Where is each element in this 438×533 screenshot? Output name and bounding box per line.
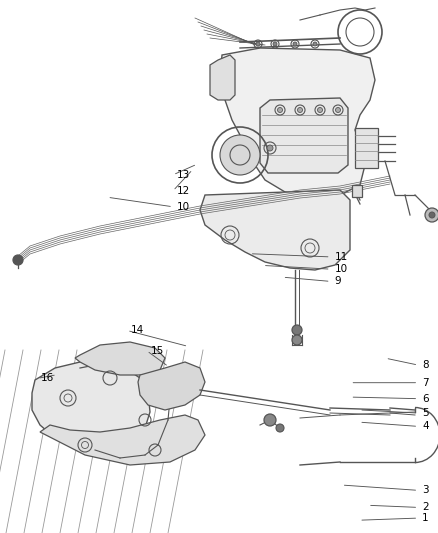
Circle shape	[318, 108, 322, 112]
Polygon shape	[138, 362, 205, 410]
Text: 2: 2	[422, 503, 429, 512]
Circle shape	[220, 135, 260, 175]
Circle shape	[264, 414, 276, 426]
Text: 15: 15	[151, 346, 164, 356]
Circle shape	[267, 145, 273, 151]
Text: 12: 12	[177, 186, 190, 196]
Circle shape	[297, 108, 303, 112]
Text: 4: 4	[422, 422, 429, 431]
Text: 8: 8	[422, 360, 429, 370]
Text: 3: 3	[422, 486, 429, 495]
Circle shape	[313, 42, 317, 46]
Polygon shape	[40, 415, 205, 465]
Text: 13: 13	[177, 170, 190, 180]
Polygon shape	[32, 362, 150, 448]
Text: 10: 10	[335, 264, 348, 274]
Circle shape	[13, 255, 23, 265]
Circle shape	[292, 325, 302, 335]
Circle shape	[429, 212, 435, 218]
Circle shape	[293, 42, 297, 46]
Polygon shape	[355, 128, 378, 168]
Text: 11: 11	[335, 252, 348, 262]
Circle shape	[276, 424, 284, 432]
Text: 9: 9	[335, 277, 341, 286]
Text: 16: 16	[41, 374, 54, 383]
Polygon shape	[260, 98, 348, 173]
Text: 1: 1	[422, 513, 429, 523]
Text: 7: 7	[422, 378, 429, 387]
Text: 14: 14	[131, 326, 144, 335]
Circle shape	[278, 108, 283, 112]
Text: 6: 6	[422, 394, 429, 403]
Circle shape	[273, 42, 277, 46]
Circle shape	[336, 108, 340, 112]
FancyBboxPatch shape	[352, 185, 362, 197]
Circle shape	[256, 42, 260, 46]
Text: 5: 5	[422, 408, 429, 418]
Circle shape	[292, 335, 302, 345]
Text: 10: 10	[177, 202, 190, 212]
Circle shape	[425, 208, 438, 222]
Polygon shape	[220, 48, 375, 198]
Polygon shape	[200, 190, 350, 270]
Polygon shape	[210, 55, 235, 100]
Polygon shape	[75, 342, 165, 375]
